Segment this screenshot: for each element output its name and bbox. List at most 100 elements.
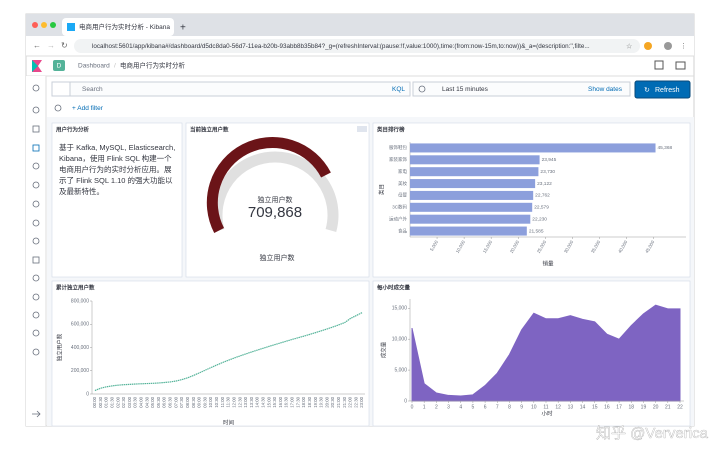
profile[interactable] xyxy=(664,42,672,50)
nav-icon[interactable] xyxy=(32,200,40,208)
x-tick-label: 08:30 xyxy=(191,396,196,407)
x-tick-label: 03:30 xyxy=(133,396,138,407)
nav-icon[interactable] xyxy=(32,256,40,264)
x-tick-label: 0 xyxy=(411,404,414,410)
filter-icon[interactable] xyxy=(54,104,62,112)
space-badge[interactable] xyxy=(53,60,65,71)
tab-title: 电商用户行为实时分析 - Kibana xyxy=(79,22,170,31)
time-range: Last 15 minutes xyxy=(442,86,489,93)
show-dates[interactable]: Show dates xyxy=(588,86,623,93)
nav-icon[interactable] xyxy=(32,125,40,133)
nav-icon[interactable] xyxy=(32,293,40,301)
close-button[interactable] xyxy=(32,22,38,28)
x-tick-label: 02:00 xyxy=(115,396,120,407)
breadcrumb[interactable]: Dashboard xyxy=(78,63,110,70)
nav-icon[interactable] xyxy=(32,329,40,337)
zoom-button[interactable] xyxy=(50,22,56,28)
nav-icon[interactable] xyxy=(32,144,40,152)
new-tab[interactable]: + xyxy=(180,23,186,34)
bookmark[interactable]: ☆ xyxy=(626,42,632,50)
bar xyxy=(410,179,536,189)
back[interactable]: ← xyxy=(33,41,41,50)
x-tick-label: 22:00 xyxy=(348,396,353,407)
value-label: 23,122 xyxy=(537,181,552,187)
x-tick-label: 10:00 xyxy=(208,396,213,407)
nav-icon[interactable] xyxy=(32,162,40,170)
time-picker[interactable] xyxy=(412,81,631,97)
nav-icon[interactable] xyxy=(32,219,40,227)
x-tick-label: 00:30 xyxy=(98,396,103,407)
tab[interactable] xyxy=(62,18,174,36)
x-tick-label: 40,000 xyxy=(617,239,628,254)
search-input[interactable] xyxy=(69,81,411,97)
x-tick-label: 01:00 xyxy=(104,396,109,407)
search-placeholder: Search xyxy=(82,86,103,93)
x-tick-label: 16 xyxy=(604,404,610,410)
y-axis-label: 成交量 xyxy=(379,341,387,358)
x-tick-label: 15:30 xyxy=(272,396,277,407)
x-tick-label: 07:30 xyxy=(179,396,184,407)
sidebar-icons xyxy=(32,84,41,418)
x-tick-label: 04:30 xyxy=(144,396,149,407)
add-filter[interactable]: + Add filter xyxy=(72,105,104,112)
x-tick-label: 30,000 xyxy=(563,239,574,254)
x-tick-label: 11:00 xyxy=(220,396,225,407)
kql-toggle[interactable]: KQL xyxy=(392,86,405,93)
x-tick-label: 15 xyxy=(592,404,598,410)
extension[interactable] xyxy=(644,42,652,50)
x-tick-label: 18 xyxy=(628,404,634,410)
forward[interactable]: → xyxy=(47,41,55,50)
value-label: 45,368 xyxy=(658,145,673,151)
minimize-button[interactable] xyxy=(41,22,47,28)
x-tick-label: 19:30 xyxy=(319,396,324,407)
x-tick-label: 45,000 xyxy=(644,239,655,254)
x-tick-label: 13:00 xyxy=(243,396,248,407)
panel-title: 累计独立用户数 xyxy=(56,283,95,291)
x-tick-label: 20:00 xyxy=(324,396,329,407)
bar xyxy=(410,226,527,236)
x-tick-label: 09:30 xyxy=(202,396,207,407)
x-tick-label: 16:30 xyxy=(284,396,289,407)
panel-title: 类目排行榜 xyxy=(377,125,405,133)
query-menu[interactable] xyxy=(51,81,71,97)
category-label: 美妆 xyxy=(398,180,407,187)
fullscreen[interactable] xyxy=(654,60,664,70)
gauge-value: 709,868 xyxy=(248,204,302,221)
panel-title: 用户行为分析 xyxy=(55,125,90,133)
x-tick-label: 12:00 xyxy=(231,396,236,407)
nav-icon[interactable] xyxy=(32,106,40,114)
x-tick-label: 9 xyxy=(520,404,523,410)
panel-menu[interactable] xyxy=(357,126,367,132)
x-tick-label: 17:00 xyxy=(290,396,295,407)
x-tick-label: 06:00 xyxy=(162,396,167,407)
nav-icon[interactable] xyxy=(32,181,40,189)
kibana-logo-part xyxy=(32,60,38,72)
y-tick-label: 800,000 xyxy=(71,298,89,304)
x-tick-label: 21:30 xyxy=(342,396,347,407)
x-tick-label: 18:30 xyxy=(307,396,312,407)
x-tick-label: 18:00 xyxy=(301,396,306,407)
refresh-button[interactable] xyxy=(634,80,691,99)
collapse[interactable] xyxy=(32,410,41,418)
x-tick-label: 16:00 xyxy=(278,396,283,407)
x-tick-label: 11 xyxy=(543,404,548,410)
nav-icon[interactable] xyxy=(32,84,40,92)
gauge-track xyxy=(211,151,339,232)
x-tick-label: 11:30 xyxy=(226,396,231,407)
menu[interactable]: ⋮ xyxy=(680,43,687,50)
gauge-footer: 独立用户数 xyxy=(260,253,295,262)
x-tick-label: 4 xyxy=(459,404,462,410)
y-tick-label: 0 xyxy=(86,391,89,397)
area xyxy=(411,304,681,402)
nav-icon[interactable] xyxy=(32,311,40,319)
nav-icon[interactable] xyxy=(32,237,40,245)
reload[interactable]: ↻ xyxy=(61,41,68,50)
y-tick-label: 600,000 xyxy=(71,322,89,328)
page-title: 电商用户行为实时分析 xyxy=(120,61,186,70)
x-tick-label: 1 xyxy=(423,404,426,410)
nav-icon[interactable] xyxy=(32,348,40,356)
address-bar[interactable] xyxy=(74,39,640,53)
mail[interactable] xyxy=(675,61,686,70)
nav-icon[interactable] xyxy=(32,274,40,282)
